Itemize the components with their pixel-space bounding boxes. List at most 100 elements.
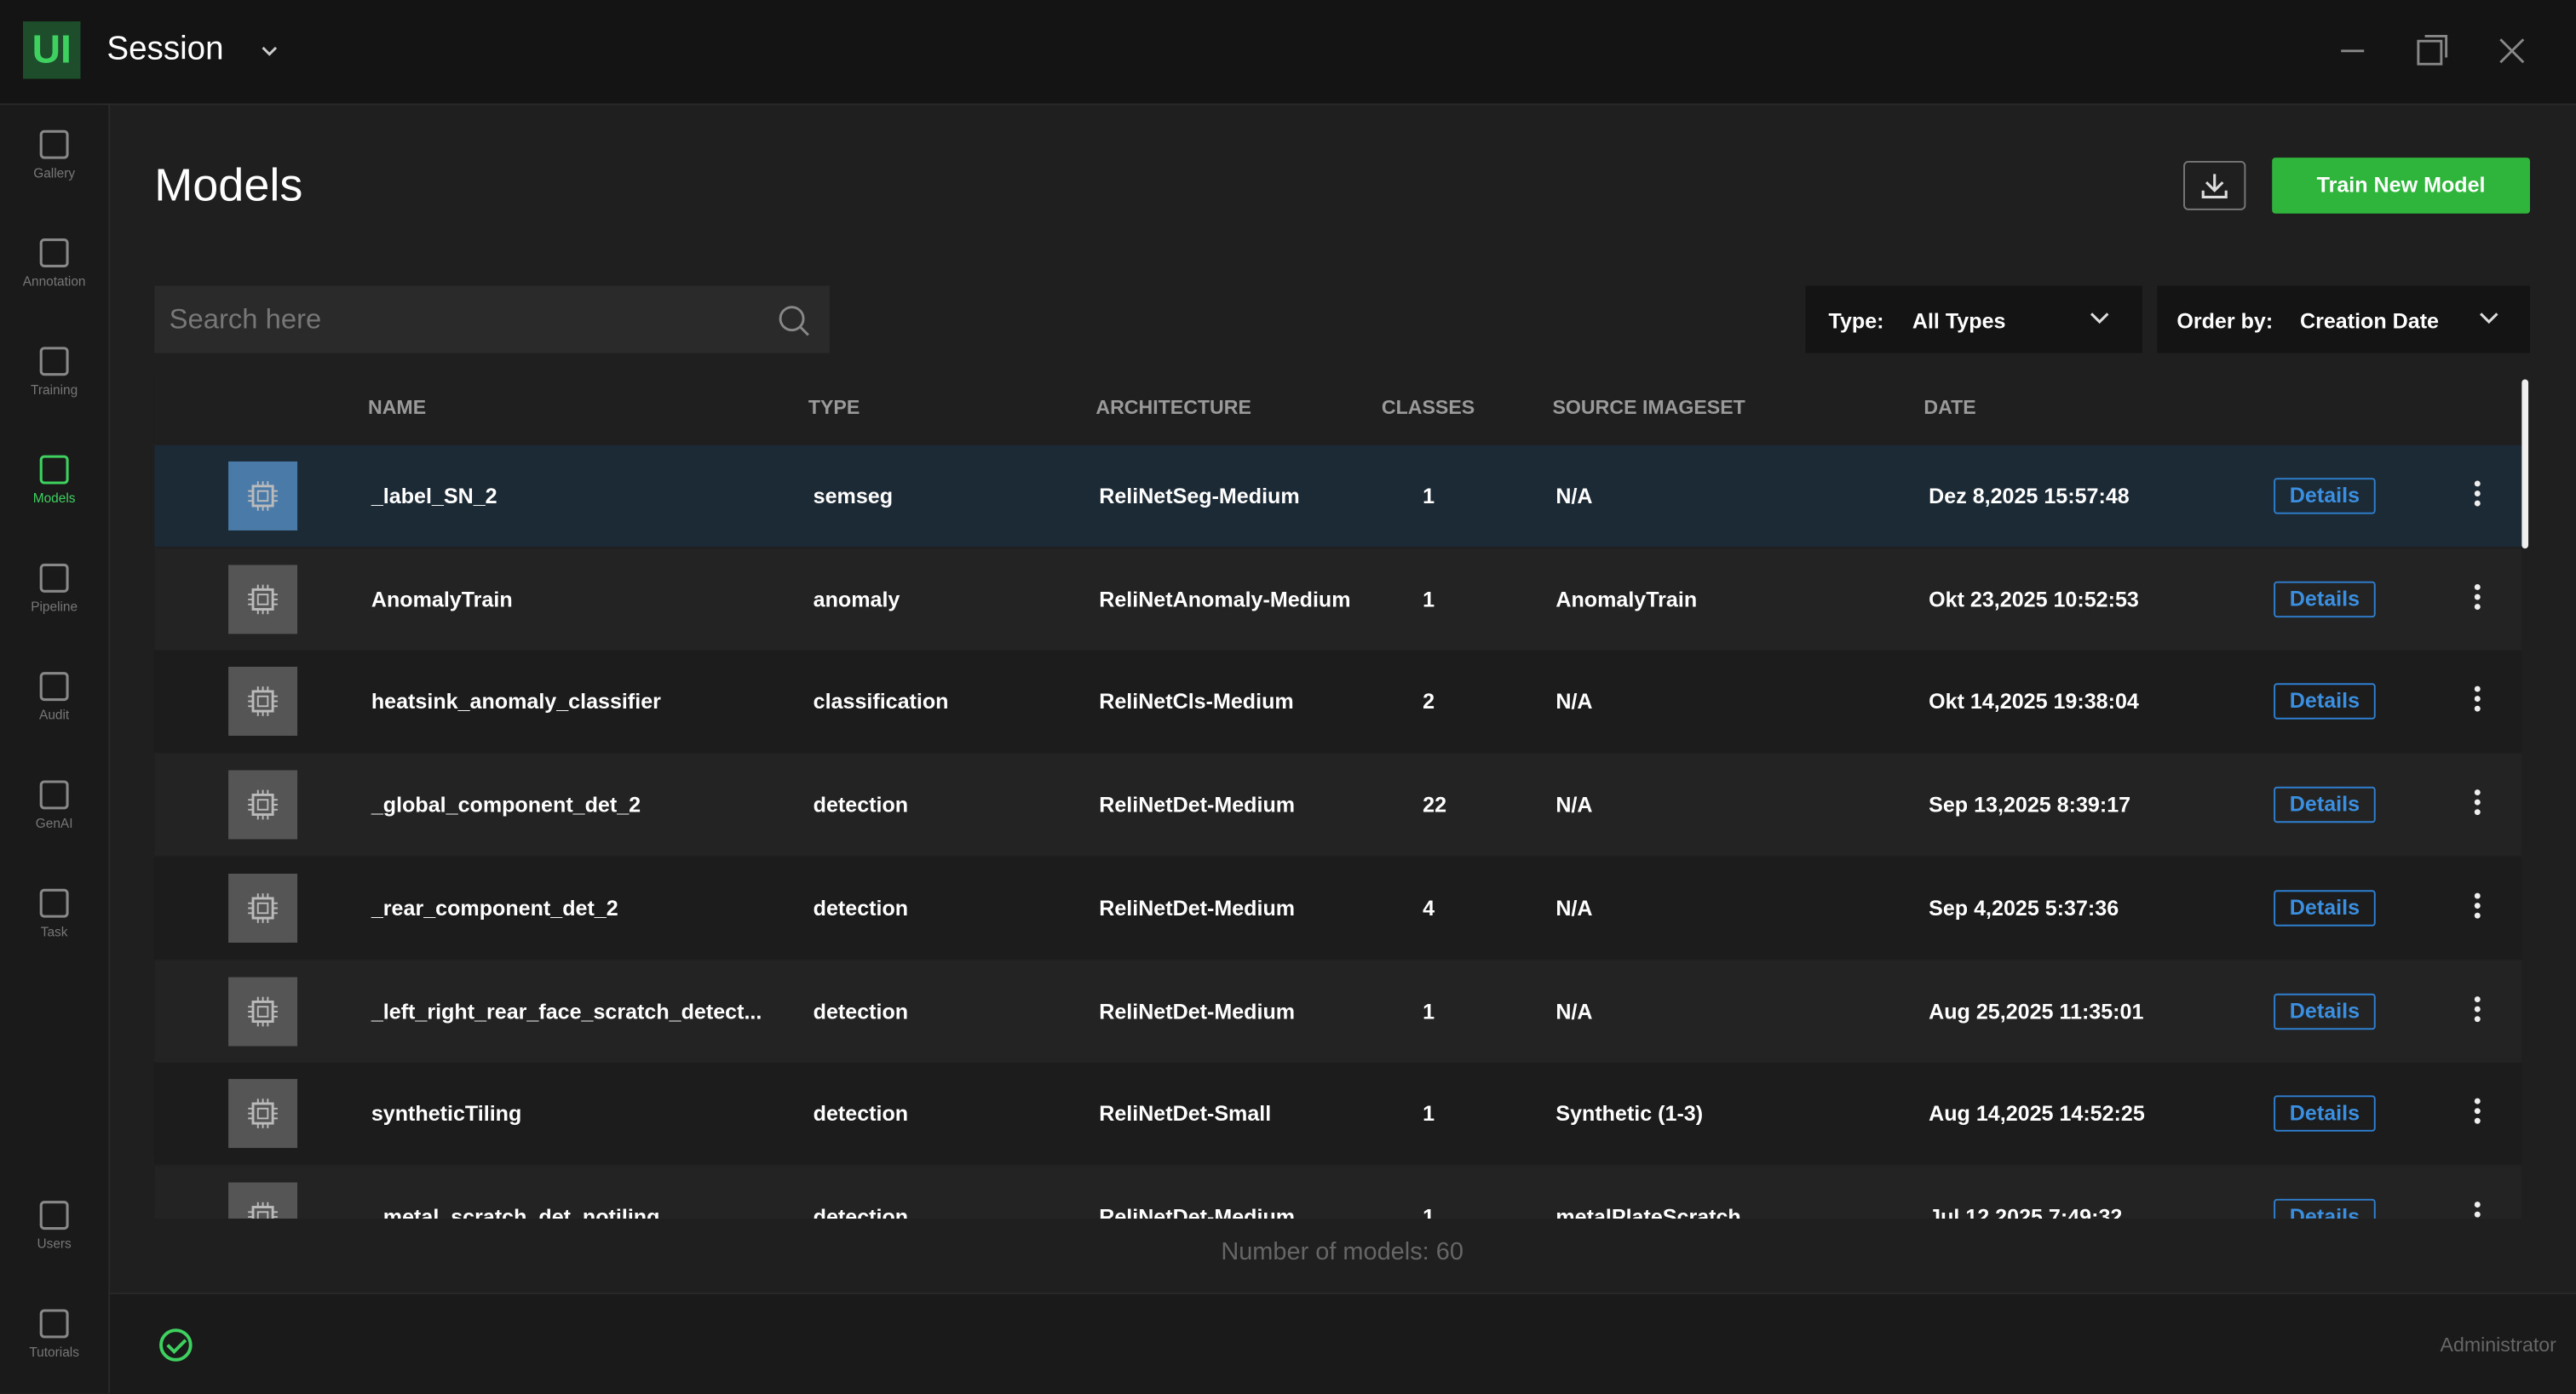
search-placeholder: Search here: [169, 303, 322, 336]
sidebar-label: Training: [31, 382, 78, 398]
model-count: Number of models: 60: [1221, 1238, 1463, 1266]
user-role: Administrator: [2440, 1333, 2556, 1357]
order-filter[interactable]: Order by: Creation Date: [2157, 285, 2530, 353]
table-row[interactable]: _left_right_rear_face_scratch_detect... d…: [154, 960, 2522, 1062]
more-menu[interactable]: [2468, 477, 2487, 514]
cell: detection: [813, 895, 909, 921]
window-controls[interactable]: [2333, 30, 2539, 72]
cell: 1: [1423, 586, 1435, 611]
logo: UI: [22, 21, 81, 79]
cell: ReliNetSeg-Medium: [1099, 483, 1300, 508]
more-menu[interactable]: [2468, 889, 2487, 926]
details-button[interactable]: Details: [2274, 786, 2376, 823]
cell: Sep 4,2025 5:37:36: [1929, 895, 2119, 921]
cell: 1: [1423, 483, 1435, 508]
table-row[interactable]: _rear_component_det_2 detection ReliNetDet…: [154, 857, 2522, 959]
order-value: Creation Date: [2299, 308, 2440, 334]
sidebar-label: Audit: [39, 708, 70, 723]
cell: detection: [813, 1204, 909, 1219]
cell: Dez 8,2025 15:57:48: [1929, 483, 2130, 508]
model-icon: [228, 1079, 298, 1149]
table-row[interactable]: _label_SN_2 semseg ReliNetSeg-Medium 1 N/A De…: [154, 445, 2522, 548]
chevron: [2480, 313, 2498, 324]
sidebar-item[interactable]: Training: [0, 343, 108, 398]
cell: detection: [813, 998, 909, 1024]
column-header: SOURCE IMAGESET: [1552, 395, 1745, 419]
cell: syntheticTiling: [371, 1101, 522, 1127]
cell: _label_SN_2: [371, 483, 497, 508]
table-row[interactable]: syntheticTiling detection ReliNetDet-Small…: [154, 1063, 2522, 1165]
chevron: [2090, 313, 2109, 324]
sidebar-label: Tutorials: [29, 1345, 79, 1360]
more-menu[interactable]: [2468, 1198, 2487, 1219]
sidebar: Gallery Annotation Training Models Pipeline A…: [0, 105, 111, 1393]
cell: N/A: [1555, 998, 1593, 1024]
table: NAME TYPE ARCHITECTURE CLASSES SOURCE IMAGES…: [154, 374, 2522, 1219]
cell: Okt 23,2025 10:52:53: [1929, 586, 2139, 611]
sidebar-item[interactable]: Tutorials: [0, 1305, 108, 1360]
model-icon: [228, 976, 298, 1046]
details-button[interactable]: Details: [2274, 1198, 2376, 1219]
sidebar-label: Annotation: [22, 274, 86, 290]
model-icon: [228, 461, 298, 531]
title-bar: UI Session: [0, 0, 2576, 106]
table-body: NAME TYPE ARCHITECTURE CLASSES SOURCE IMAGES…: [154, 375, 2522, 1219]
sidebar-item[interactable]: Users: [0, 1197, 108, 1252]
session-title[interactable]: Session: [106, 31, 224, 68]
cell: N/A: [1555, 689, 1593, 714]
cell: ReliNetDet-Small: [1099, 1101, 1272, 1127]
cell: ReliNetDet-Medium: [1099, 895, 1296, 921]
details-button[interactable]: Details: [2274, 992, 2376, 1030]
scrollbar[interactable]: [2521, 379, 2529, 549]
page-title: Models: [154, 159, 303, 210]
train-button[interactable]: Train New Model: [2272, 158, 2530, 214]
cell: 1: [1423, 1204, 1435, 1219]
status-bar: Administrator: [110, 1292, 2576, 1394]
download-button[interactable]: [2183, 160, 2246, 210]
table-row[interactable]: AnomalyTrain anomaly ReliNetAnomaly-Medium…: [154, 548, 2522, 651]
details-button[interactable]: Details: [2274, 889, 2376, 926]
cell: ReliNetDet-Medium: [1099, 1204, 1296, 1219]
type-filter[interactable]: Type: All Types: [1805, 285, 2142, 353]
sidebar-item[interactable]: Annotation: [0, 235, 108, 290]
sidebar-item[interactable]: Gallery: [0, 126, 108, 181]
cell: AnomalyTrain: [1555, 586, 1698, 611]
cell: N/A: [1555, 792, 1593, 817]
cell: ReliNetDet-Medium: [1099, 792, 1296, 817]
sidebar-label: Pipeline: [31, 599, 78, 615]
sidebar-item[interactable]: Pipeline: [0, 560, 108, 615]
cell: N/A: [1555, 483, 1593, 508]
table-row[interactable]: heatsink_anomaly_classifier classificatio…: [154, 651, 2522, 754]
sidebar-label: GenAI: [35, 816, 73, 831]
details-button[interactable]: Details: [2274, 1095, 2376, 1133]
cell: N/A: [1555, 895, 1593, 921]
details-button[interactable]: Details: [2274, 581, 2376, 617]
session-dropdown[interactable]: [260, 43, 279, 59]
sidebar-item[interactable]: Task: [0, 885, 108, 939]
model-icon: [228, 873, 298, 943]
more-menu[interactable]: [2468, 580, 2487, 617]
more-menu[interactable]: [2468, 992, 2487, 1030]
sidebar-label: Gallery: [33, 165, 76, 181]
more-menu[interactable]: [2468, 683, 2487, 720]
cell: heatsink_anomaly_classifier: [371, 689, 661, 714]
cell: detection: [813, 1101, 909, 1127]
status-ok-icon: [159, 1328, 193, 1362]
table-row[interactable]: _metal_scratch_det_notiling detection Reli…: [154, 1166, 2522, 1219]
cell: _metal_scratch_det_notiling: [371, 1204, 660, 1219]
sidebar-item[interactable]: Models: [0, 451, 108, 506]
search-icon: [779, 306, 809, 336]
table-row[interactable]: _global_component_det_2 detection ReliNetD…: [154, 754, 2522, 856]
details-button[interactable]: Details: [2274, 684, 2376, 720]
sidebar-item[interactable]: Audit: [0, 668, 108, 723]
search-box[interactable]: Search here: [154, 285, 830, 353]
cell: 2: [1423, 689, 1435, 714]
sidebar-label: Models: [32, 490, 76, 506]
details-button[interactable]: Details: [2274, 478, 2376, 514]
more-menu[interactable]: [2468, 1095, 2487, 1133]
column-header: NAME: [367, 395, 427, 419]
more-menu[interactable]: [2468, 786, 2487, 823]
sidebar-item[interactable]: GenAI: [0, 777, 108, 831]
cell: _left_right_rear_face_scratch_detect...: [371, 998, 762, 1024]
